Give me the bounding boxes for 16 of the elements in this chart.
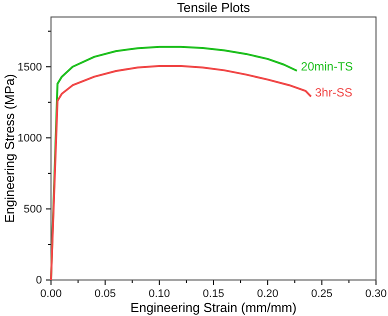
series-label: 20min-TS bbox=[300, 60, 353, 74]
y-tick-label: 0 bbox=[36, 274, 42, 287]
y-tick-label: 500 bbox=[24, 203, 42, 216]
y-axis-title: Engineering Stress (MPa) bbox=[2, 74, 17, 223]
x-tick-label: 0.15 bbox=[202, 288, 224, 300]
x-tick-label: 0.05 bbox=[94, 288, 116, 300]
x-axis-title: Engineering Strain (mm/mm) bbox=[130, 300, 297, 315]
y-tick-label: 1500 bbox=[18, 61, 42, 74]
x-tick-label: 0.00 bbox=[40, 288, 62, 300]
x-tick-label: 0.10 bbox=[148, 288, 170, 300]
x-tick-label: 0.20 bbox=[256, 288, 278, 300]
y-tick-label: 1000 bbox=[18, 132, 42, 144]
x-tick-label: 0.30 bbox=[365, 288, 387, 300]
x-tick-label: 0.25 bbox=[311, 288, 333, 300]
series-label: 3hr-SS bbox=[315, 86, 352, 100]
chart-title: Tensile Plots bbox=[177, 0, 250, 15]
